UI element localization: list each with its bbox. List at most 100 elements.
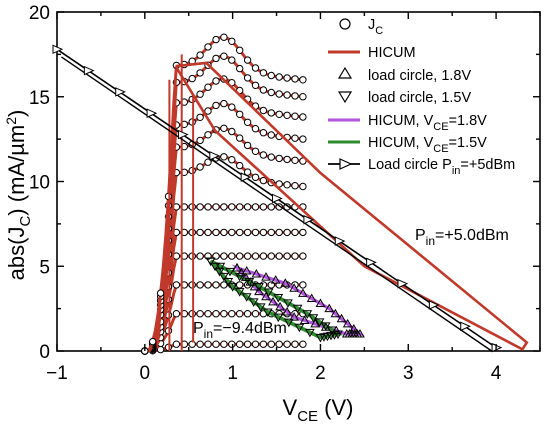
load-5dbm-marker	[366, 257, 377, 268]
x-tick-label: 4	[491, 363, 502, 384]
jc-marker	[275, 228, 283, 237]
jc-marker	[251, 173, 260, 182]
jc-marker	[259, 203, 268, 211]
jc-marker	[251, 81, 260, 90]
load-1p8v-marker	[342, 318, 353, 328]
jc-marker	[236, 340, 244, 348]
jc-marker	[196, 69, 204, 77]
jc-marker	[228, 103, 236, 111]
jc-marker	[275, 90, 283, 98]
jc-marker	[212, 340, 220, 348]
jc-marker	[283, 228, 291, 237]
jc-marker	[283, 340, 291, 348]
jc-marker	[220, 310, 228, 318]
jc-marker	[204, 158, 212, 166]
jc-marker	[251, 252, 260, 260]
x-tick-label: −1	[46, 363, 68, 384]
jc-marker	[267, 203, 275, 211]
jc-marker	[259, 69, 268, 77]
load-1p5v-marker	[227, 283, 238, 292]
load-5dbm-marker	[460, 321, 471, 332]
legend: JC HICUM load circle, 1.8V load circle, …	[328, 17, 515, 177]
jc-marker	[275, 252, 283, 260]
load-1p5v-marker	[255, 303, 266, 312]
jc-marker	[299, 182, 307, 191]
load-5dbm-marker	[303, 214, 315, 225]
jc-marker	[243, 74, 252, 82]
jc-marker	[291, 75, 299, 83]
jc-marker	[299, 135, 307, 143]
jc-marker	[259, 106, 268, 115]
load-1p5v-marker	[234, 272, 245, 282]
load-1p5v-marker	[214, 267, 225, 277]
legend-label-load-5dbm: Load circle Pin=+5dBm	[368, 157, 515, 177]
jc-marker	[212, 281, 220, 289]
jc-marker	[291, 112, 299, 120]
jc-marker	[267, 228, 275, 237]
load-1p8v-marker	[299, 315, 310, 324]
jc-marker	[283, 74, 291, 82]
load-1p5v-marker	[254, 283, 264, 292]
jc-marker	[172, 281, 181, 289]
jc-marker	[243, 252, 252, 260]
jc-marker	[259, 176, 268, 185]
jc-marker	[220, 52, 228, 60]
jc-marker	[212, 54, 220, 63]
load-1p5v-marker	[292, 304, 303, 314]
jc-marker	[291, 182, 299, 190]
jc-marker	[299, 340, 307, 348]
jc-marker	[283, 252, 291, 260]
jc-marker	[243, 340, 252, 348]
load-1p5v-marker	[234, 288, 245, 297]
load-1p5v-marker	[322, 332, 333, 342]
legend-marker-load-1p5	[337, 91, 353, 104]
jc-marker	[196, 113, 204, 122]
hicum-5dbm-loop	[174, 61, 529, 352]
load-1p8v-marker	[270, 275, 281, 284]
jc-marker	[228, 127, 236, 136]
jc-marker	[220, 99, 228, 108]
jc-marker	[212, 228, 220, 237]
legend-label-load-1p5: load circle, 1.5V	[368, 90, 471, 106]
load-5dbm-marker	[428, 300, 440, 310]
jc-marker	[236, 46, 244, 54]
load-1p8v-marker	[324, 303, 335, 313]
jc-marker	[291, 340, 299, 348]
jc-marker	[204, 107, 212, 115]
jc-marker	[212, 77, 220, 85]
load-1p5v-marker	[314, 318, 325, 327]
jc-marker	[283, 155, 291, 164]
jc-marker	[196, 90, 204, 98]
jc-marker	[267, 88, 275, 97]
load-1p8v-marker	[298, 288, 308, 297]
jc-marker	[212, 203, 220, 211]
jc-marker	[283, 181, 291, 189]
jc-marker	[228, 252, 236, 260]
jc-marker	[220, 153, 228, 161]
load-1p8v-marker	[268, 296, 278, 306]
jc-marker	[228, 56, 236, 64]
load-1p8v-marker	[245, 277, 256, 286]
jc-marker	[220, 281, 228, 289]
load-1p8v-marker	[282, 307, 292, 316]
jc-marker	[236, 228, 244, 237]
annotation-pin-minus-9dbm: Pin=−9.4dBm	[193, 320, 287, 341]
jc-marker	[267, 109, 275, 117]
load-1p8v-marker	[261, 272, 271, 281]
jc-marker	[259, 86, 268, 94]
load-1p5v-marker	[218, 272, 229, 282]
load-1p5v-marker	[302, 310, 313, 319]
jc-marker	[299, 113, 307, 121]
jc-marker	[196, 252, 204, 260]
load-5dbm-marker	[146, 108, 158, 118]
y-axis-title: abs(JC) (mA/µm2)	[3, 110, 34, 281]
x-axis-title: VCE (V)	[283, 395, 354, 425]
jc-marker	[267, 252, 275, 260]
jc-marker	[196, 281, 204, 289]
y-tick-label: 20	[29, 3, 50, 24]
jc-marker	[172, 340, 181, 348]
jc-marker	[299, 281, 307, 289]
jc-marker	[299, 76, 307, 84]
y-tick-label: 15	[29, 88, 50, 109]
jc-marker	[267, 153, 275, 161]
